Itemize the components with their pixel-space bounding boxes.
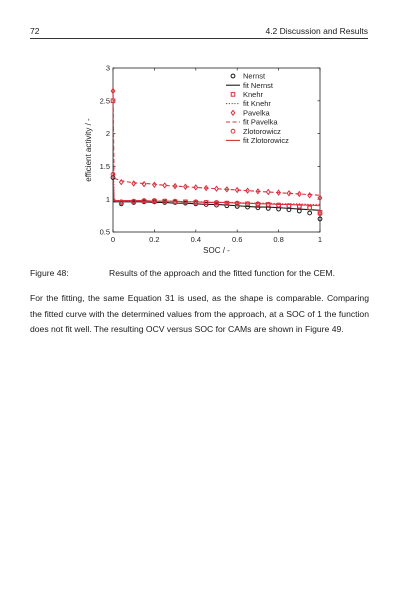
data-point: [224, 200, 230, 206]
data-point: [118, 178, 124, 186]
plot-frame: [112, 67, 321, 233]
data-point: [131, 180, 137, 187]
x-tick-label: 0.4: [191, 235, 201, 244]
data-point: [172, 182, 178, 190]
data-point: [214, 185, 219, 192]
legend-label: Nernst: [243, 72, 266, 81]
data-point: [317, 194, 323, 202]
y-tick-label: 3: [106, 64, 110, 73]
legend-marker-swatch: [230, 109, 236, 117]
data-point: [265, 202, 271, 207]
data-point: [162, 198, 168, 204]
data-point: [183, 183, 188, 190]
legend-label: fit Zlotorowicz: [243, 136, 289, 145]
data-point: [307, 192, 313, 199]
data-point: [224, 203, 230, 209]
data-point: [141, 180, 147, 188]
data-point: [317, 211, 323, 217]
data-point: [255, 188, 261, 195]
legend-label: Pavelka: [243, 108, 271, 117]
data-point: [234, 204, 240, 209]
x-axis-label: SOC / -: [203, 246, 230, 255]
data-point: [245, 201, 250, 207]
data-point: [193, 184, 199, 191]
x-tick-label: 0.8: [273, 235, 283, 244]
y-tick-label: 0.5: [100, 228, 110, 237]
data-point: [110, 87, 116, 95]
data-point: [245, 187, 250, 194]
data-point: [203, 184, 209, 192]
data-point: [162, 182, 168, 189]
data-point: [234, 200, 240, 206]
data-point: [296, 204, 302, 209]
legend-marker-swatch: [230, 92, 236, 97]
legend-label: fit Pavelka: [243, 118, 278, 127]
data-point: [224, 186, 230, 193]
data-point: [286, 190, 292, 197]
x-tick-label: 0.2: [149, 235, 159, 244]
data-point: [255, 201, 261, 207]
data-point: [152, 198, 157, 203]
data-point: [307, 205, 313, 211]
data-point: [118, 199, 124, 205]
y-axis-label: efficient activity / -: [84, 118, 93, 182]
legend-label: Zlotorowicz: [243, 127, 281, 136]
x-tick-label: 1: [318, 235, 322, 244]
caption-text: Results of the approach and the fitted f…: [109, 268, 335, 278]
header-rule: [30, 38, 368, 39]
y-tick-label: 2: [106, 129, 110, 138]
data-point: [141, 198, 147, 203]
data-point: [276, 189, 282, 196]
y-tick-label: 2.5: [100, 96, 110, 105]
data-point: [110, 171, 116, 177]
legend-marker-swatch: [230, 73, 236, 79]
y-tick-label: 1: [106, 195, 110, 204]
running-head: 4.2 Discussion and Results: [265, 26, 368, 36]
data-point: [296, 190, 302, 198]
x-tick-label: 0.6: [232, 235, 242, 244]
data-point: [265, 188, 271, 196]
data-point: [172, 198, 178, 204]
series-line: [112, 87, 321, 196]
body-paragraph: For the fitting, the same Equation 31 is…: [30, 293, 369, 334]
legend-label: fit Knehr: [243, 99, 271, 108]
series-line: [112, 171, 321, 207]
legend-marker-swatch: [230, 128, 236, 134]
series-line: [112, 94, 320, 205]
data-point: [183, 199, 188, 205]
data-point: [307, 210, 313, 216]
data-point: [110, 175, 116, 180]
legend-label: fit Nernst: [243, 81, 274, 90]
data-point: [276, 202, 282, 208]
series-line: [112, 172, 321, 211]
data-point: [151, 181, 157, 189]
data-point: [296, 208, 302, 214]
data-point: [286, 203, 292, 209]
data-point: [317, 216, 323, 222]
data-point: [110, 98, 116, 104]
data-point: [203, 200, 209, 205]
data-point: [214, 200, 219, 205]
legend-label: Knehr: [243, 90, 264, 99]
data-point: [131, 198, 137, 204]
x-tick-label: 0: [111, 235, 115, 244]
data-point: [234, 186, 240, 194]
caption-label: Figure 48:: [30, 268, 69, 278]
data-point: [193, 199, 199, 205]
page-number: 72: [30, 26, 40, 36]
y-tick-label: 1.5: [100, 162, 110, 171]
